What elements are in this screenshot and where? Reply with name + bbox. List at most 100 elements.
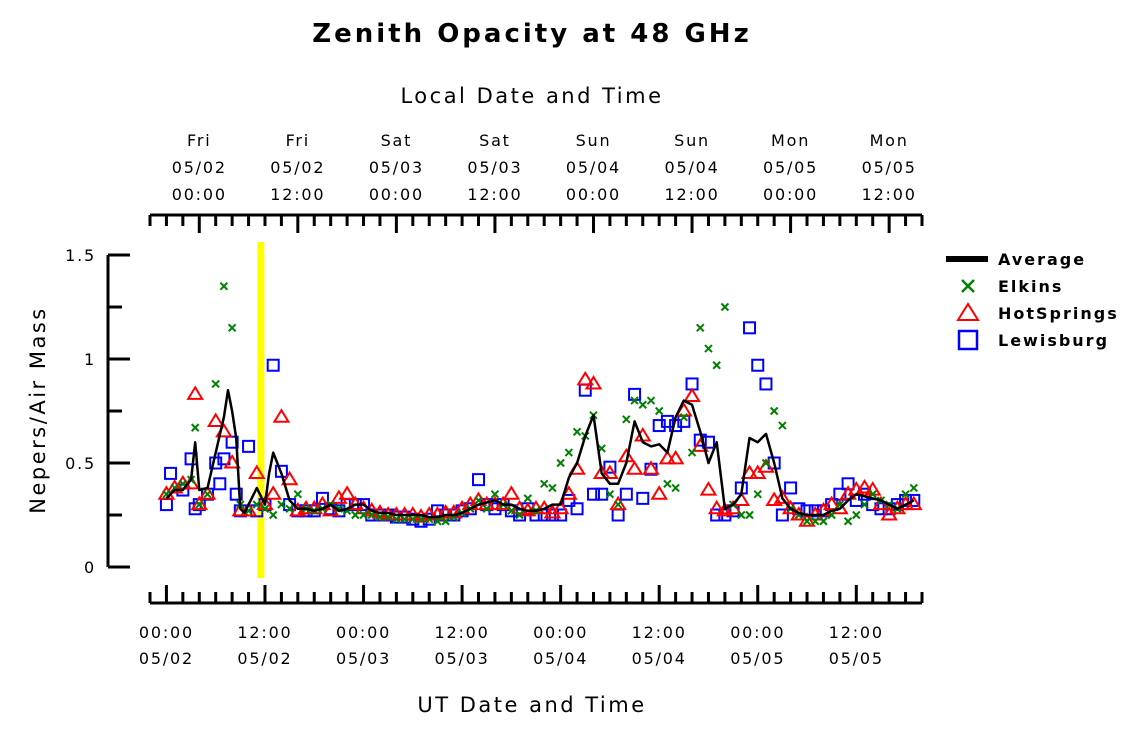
hotsprings-point [576,370,595,386]
x-stroke [277,500,286,509]
elkins-point [843,517,853,526]
top-tick-time: 12:00 [862,185,917,204]
top-tick-time: 00:00 [566,185,621,204]
hotsprings-point [839,485,857,500]
x-stroke [556,458,565,468]
lewisburg-point [229,487,243,501]
lewisburg-point [603,460,617,474]
lewisburg-point [242,439,256,453]
elkins-point [613,500,623,509]
elkins-point [252,500,261,509]
elkins-point [293,489,303,499]
legend: Average Elkins HotSprings Lewisburg [946,250,1117,351]
top-axis: Fri 05/02 00:00 Fri 05/02 12:00 Sat 05/03 00:00 S… [148,131,924,233]
x-stroke [630,396,639,405]
elkins-point [737,510,746,520]
elkins-point [802,517,812,526]
elkins-point [556,458,565,468]
lewisburg-point [213,477,227,491]
x-stroke [170,483,179,493]
y-axis: 0 0.5 1 1.5 [65,246,130,577]
x-stroke [696,323,705,333]
elkins-point [605,489,615,499]
elkins-point [909,483,918,493]
elkins-point [400,514,409,524]
elkins-point [720,302,730,312]
hotsprings-point [272,408,291,423]
legend-swatch-square [957,329,979,351]
x-stroke [375,512,385,522]
hotsprings-point [165,479,184,494]
elkins-point [277,500,286,509]
x-stroke [745,510,754,520]
elkins-point [219,281,229,291]
elkins-point [769,406,779,416]
x-stroke [679,413,689,422]
hotsprings-point [280,470,299,486]
elkins-point [211,379,220,389]
elkins-point [811,517,820,526]
bottom-tick-time: 12:00 [632,623,687,642]
lewisburg-point [595,487,609,501]
x-stroke [778,421,787,430]
x-stroke [548,483,557,493]
hotsprings-point [543,503,562,519]
hotsprings-point [781,499,800,515]
top-tick-time: 00:00 [763,185,818,204]
x-stroke [909,483,918,493]
top-tick-day: Mon [870,131,909,150]
x-stroke [252,500,261,509]
x-stroke [211,379,220,389]
y-tick-label: 1 [84,350,96,369]
elkins-point [268,510,278,520]
legend-item-average: Average [946,250,1086,269]
hotsprings-point [264,485,282,500]
x-stroke [203,489,212,499]
elkins-point [190,423,200,432]
elkins-point [679,413,689,422]
lewisburg-point [315,491,329,505]
x-stroke [219,281,229,291]
hotsprings-point [642,460,660,475]
elkins-point [852,510,861,520]
x-stroke [835,500,845,509]
elkins-point [819,517,828,526]
x-stroke [663,479,672,489]
elkins-point [375,512,385,522]
elkins-point [548,483,557,493]
elkins-point [761,458,771,468]
x-stroke [737,510,746,520]
hotsprings-point [206,412,225,427]
x-stroke [195,500,204,509]
elkins-point [441,517,450,526]
bottom-tick-time: 00:00 [730,623,785,642]
top-axis-title: Local Date and Time [400,84,663,108]
lewisburg-point [554,508,568,522]
x-stroke [704,344,713,353]
top-tick-date: 05/02 [270,158,325,177]
x-stroke [268,510,278,520]
hotsprings-point [740,464,759,479]
x-stroke [827,510,836,520]
x-stroke [227,323,237,333]
elkins-point [663,479,672,489]
lewisburg-point [611,508,625,522]
legend-label: Lewisburg [998,331,1109,350]
top-tick-time: 12:00 [467,185,522,204]
x-stroke [433,517,442,526]
legend-label: Average [998,250,1086,269]
bottom-axis: 00:00 05/02 12:00 05/02 00:00 05/03 12:00 05/03… [139,585,924,668]
x-stroke [260,504,270,513]
lewisburg-point [636,491,650,505]
bottom-tick-date: 05/04 [632,649,687,668]
chart-title: Zenith Opacity at 48 GHz [312,19,751,49]
x-stroke [638,400,647,409]
bottom-tick-time: 00:00 [336,623,391,642]
x-stroke [712,361,721,370]
bottom-tick-time: 12:00 [435,623,490,642]
x-stroke [671,483,680,493]
x-stroke [564,448,574,457]
bottom-tick-time: 00:00 [533,623,588,642]
elkins-point [507,506,516,516]
x-stroke [285,504,294,513]
